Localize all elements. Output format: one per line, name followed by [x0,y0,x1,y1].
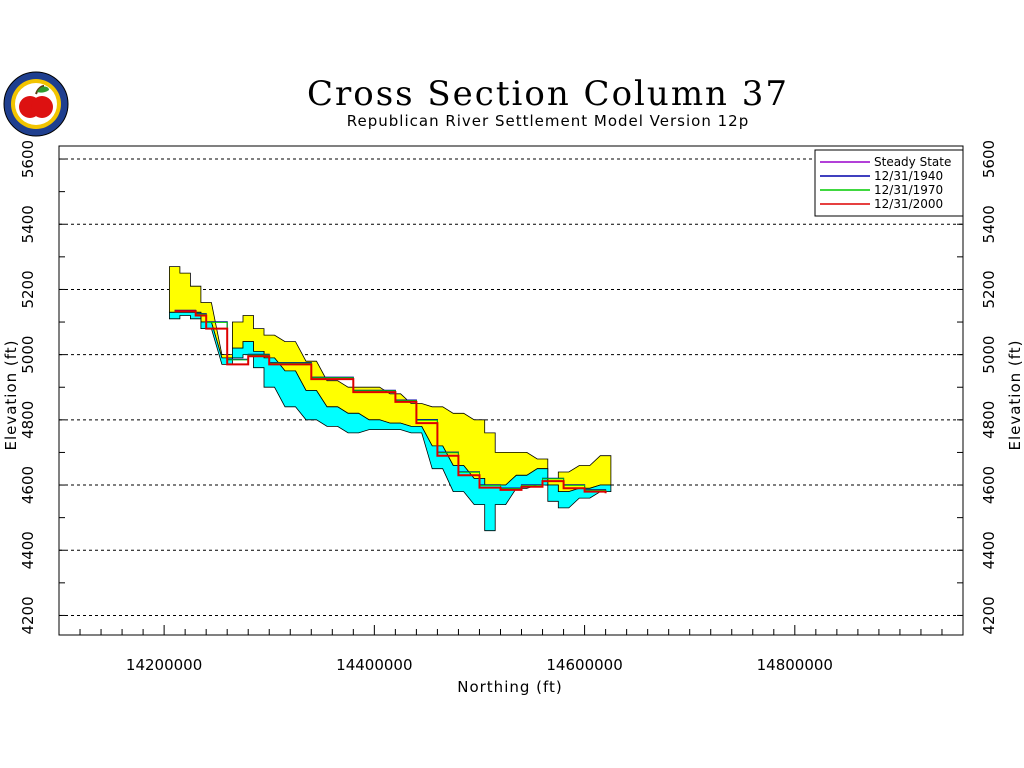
legend-entry: 12/31/1940 [874,169,943,183]
legend-box [814,149,964,217]
legend-entry: 12/31/1970 [874,183,943,197]
y-tick-label-left: 4400 [19,531,37,569]
x-tick-label: 14600000 [546,656,622,674]
y-tick-label-left: 4600 [19,466,37,504]
y-axis-label-left: Elevation (ft) [2,339,20,450]
plot-area: 4200 4200 4400 4400 4600 4600 4800 4800 5000 5000… [19,140,998,674]
y-tick-label-right: 4400 [980,531,998,569]
y-tick-label-right: 5400 [980,205,998,243]
chart-title: Cross Section Column 37 [307,74,789,114]
series-line [174,310,607,494]
y-tick-label-right: 5600 [980,140,998,178]
x-tick-label: 14400000 [336,656,412,674]
y-tick-label-left: 5600 [19,140,37,178]
y-tick-label-right: 4200 [980,596,998,634]
x-axis-label: Northing (ft) [457,678,563,696]
plot-frame [58,145,964,636]
y-axis-label-right: Elevation (ft) [1006,339,1024,450]
y-tick-label-right: 4800 [980,401,998,439]
x-tick-label: 14200000 [126,656,202,674]
y-tick-label-right: 5000 [980,336,998,374]
legend-entry: Steady State [874,155,951,169]
y-tick-label-right: 4600 [980,466,998,504]
y-tick-label-left: 5200 [19,270,37,308]
y-tick-label-right: 5200 [980,270,998,308]
y-tick-label-left: 5400 [19,205,37,243]
y-tick-label-left: 5000 [19,336,37,374]
x-tick-label: 14800000 [757,656,833,674]
y-tick-label-left: 4800 [19,401,37,439]
apple-seal-icon [3,71,69,137]
y-tick-label-left: 4200 [19,596,37,634]
band-lower [169,311,612,532]
legend-entry: 12/31/2000 [874,197,943,211]
band-upper [169,266,612,492]
chart-subtitle: Republican River Settlement Model Versio… [347,112,749,130]
